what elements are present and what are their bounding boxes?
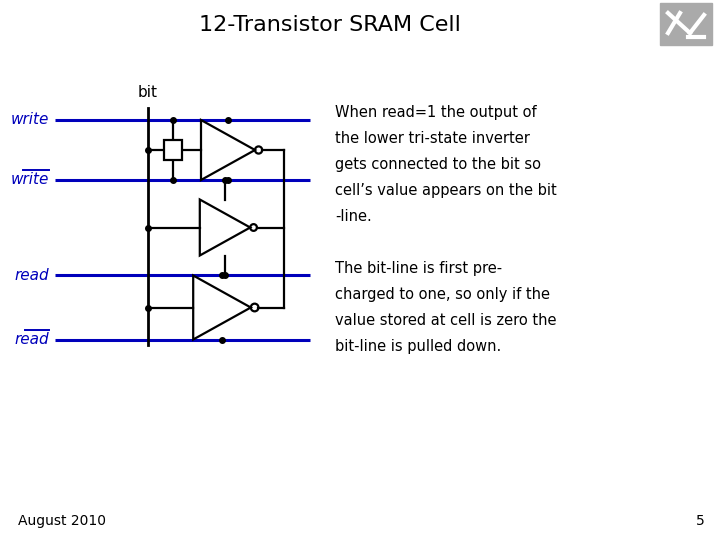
Text: 5: 5 xyxy=(696,514,705,528)
Bar xyxy=(164,140,182,160)
Text: bit-line is pulled down.: bit-line is pulled down. xyxy=(335,339,501,354)
Text: 12-Transistor SRAM Cell: 12-Transistor SRAM Cell xyxy=(199,15,461,35)
Bar xyxy=(660,3,712,45)
Text: -line.: -line. xyxy=(335,209,372,224)
Text: the lower tri-state inverter: the lower tri-state inverter xyxy=(335,131,530,146)
Text: When read=1 the output of: When read=1 the output of xyxy=(335,105,536,120)
Text: write: write xyxy=(11,112,49,127)
Text: read: read xyxy=(14,267,49,282)
Text: write: write xyxy=(11,172,49,187)
Text: cell’s value appears on the bit: cell’s value appears on the bit xyxy=(335,183,557,198)
Text: bit: bit xyxy=(138,85,158,100)
Text: value stored at cell is zero the: value stored at cell is zero the xyxy=(335,313,557,328)
Text: The bit-line is first pre-: The bit-line is first pre- xyxy=(335,261,502,276)
Text: read: read xyxy=(14,333,49,348)
Text: gets connected to the bit so: gets connected to the bit so xyxy=(335,157,541,172)
Text: charged to one, so only if the: charged to one, so only if the xyxy=(335,287,550,302)
Text: August 2010: August 2010 xyxy=(18,514,106,528)
